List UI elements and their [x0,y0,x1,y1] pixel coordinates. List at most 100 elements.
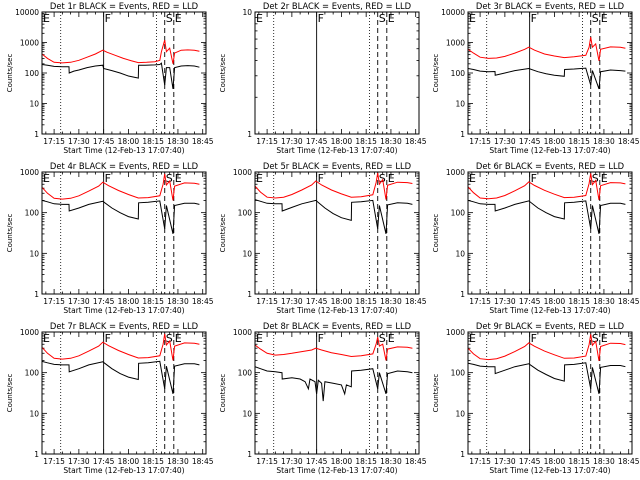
x-tick-label: 18:30 [380,297,402,306]
marker-label-e: E [601,332,608,345]
x-tick-label: 18:45 [618,137,640,146]
x-tick-label: 18:45 [405,137,427,146]
x-tick-label: 17:15 [469,137,491,146]
x-tick-label: 18:15 [568,457,590,466]
plot-frame [467,171,633,295]
x-tick-label: 18:15 [568,297,590,306]
marker-label-s: S [592,332,599,345]
y-tick-label: 10 [455,100,465,109]
marker-label-e: E [175,12,182,25]
x-tick-label: 17:15 [43,297,65,306]
chart-panel-1: Det 1r BLACK = Events, RED = LLD 1 10 100 10… [6,1,214,155]
marker-label-e: E [175,172,182,185]
plot-frame [254,11,420,135]
x-tick-label: 18:45 [618,297,640,306]
x-tick-label: 17:45 [93,137,115,146]
marker-label-e: E [256,12,263,25]
x-tick-label: 18:45 [192,297,214,306]
marker-label-s: S [592,12,599,25]
x-tick-label: 18:30 [593,137,615,146]
series-group [42,39,200,89]
x-tick-label: 17:15 [43,137,65,146]
x-tick-label: 17:30 [68,297,90,306]
x-tick-label: 17:15 [469,457,491,466]
x-axis-label: Start Time (12-Feb-13 17:07:40) [63,146,184,155]
plot-frame [467,11,633,135]
plot-frame [254,171,420,295]
y-tick-label: 10000 [15,8,39,17]
plot-frame [41,11,207,135]
x-tick-label: 18:30 [593,297,615,306]
x-tick-label: 17:15 [256,457,278,466]
series-events [255,366,413,402]
marker-label-e: E [43,172,50,185]
y-tick-label: 1 [247,290,252,299]
marker-label-e: E [43,12,50,25]
marker-label-e: E [388,332,395,345]
x-tick-label: 18:45 [192,137,214,146]
x-tick-label: 17:30 [281,457,303,466]
x-tick-label: 18:45 [405,297,427,306]
x-tick-label: 18:30 [167,457,189,466]
x-tick-label: 18:30 [593,457,615,466]
x-axis-label: Start Time (12-Feb-13 17:07:40) [489,306,610,315]
x-tick-label: 18:00 [118,137,140,146]
x-tick-label: 17:45 [306,137,328,146]
y-axis-label: Counts/sec [432,54,440,93]
x-axis-label: Start Time (12-Feb-13 17:07:40) [63,306,184,315]
marker-label-e: E [388,12,395,25]
x-tick-label: 18:00 [118,457,140,466]
chart-title: Det 3r BLACK = Events, RED = LLD [476,1,624,11]
y-tick-label: 100 [238,369,253,378]
marker-label-s: S [379,12,386,25]
x-tick-label: 17:15 [43,457,65,466]
marker-label-s: S [166,172,173,185]
series-events [468,67,626,90]
chart-title: Det 4r BLACK = Events, RED = LLD [50,161,198,171]
series-lld [468,37,626,61]
marker-label-f: F [105,172,111,185]
y-tick-label: 100 [25,369,40,378]
x-tick-label: 17:45 [93,297,115,306]
x-tick-label: 17:45 [306,457,328,466]
x-tick-label: 17:30 [494,457,516,466]
x-tick-label: 18:00 [544,137,566,146]
y-tick-label: 10 [29,409,39,418]
series-group [42,173,200,235]
x-tick-label: 17:30 [281,137,303,146]
marker-label-f: F [531,12,537,25]
y-tick-label: 1 [34,450,39,459]
x-tick-label: 17:30 [68,457,90,466]
y-tick-label: 1000 [20,168,39,177]
marker-label-f: F [105,12,111,25]
y-tick-label: 10000 [441,8,465,17]
marker-label-f: F [105,332,111,345]
y-tick-label: 1 [247,130,252,139]
x-tick-label: 18:15 [355,137,377,146]
marker-label-s: S [592,172,599,185]
marker-label-f: F [318,12,324,25]
marker-label-s: S [166,12,173,25]
chart-panel-5: Det 5r BLACK = Events, RED = LLD 1 10 100 10… [219,161,427,315]
marker-label-e: E [175,332,182,345]
x-tick-label: 18:30 [380,457,402,466]
y-tick-label: 1000 [233,168,252,177]
y-tick-label: 1000 [446,168,465,177]
series-group [468,37,626,90]
x-tick-label: 17:15 [256,137,278,146]
series-lld [42,333,200,361]
series-lld [42,173,200,201]
x-tick-label: 18:45 [618,457,640,466]
y-tick-label: 10 [29,249,39,258]
x-axis-label: Start Time (12-Feb-13 17:07:40) [276,466,397,475]
marker-label-e: E [43,332,50,345]
y-tick-label: 1000 [20,328,39,337]
marker-label-e: E [601,172,608,185]
x-tick-label: 18:15 [355,297,377,306]
plot-frame [41,331,207,455]
y-tick-label: 1 [34,290,39,299]
x-tick-label: 18:30 [167,297,189,306]
x-tick-label: 17:30 [281,297,303,306]
marker-label-e: E [388,172,395,185]
y-tick-label: 100 [238,209,253,218]
